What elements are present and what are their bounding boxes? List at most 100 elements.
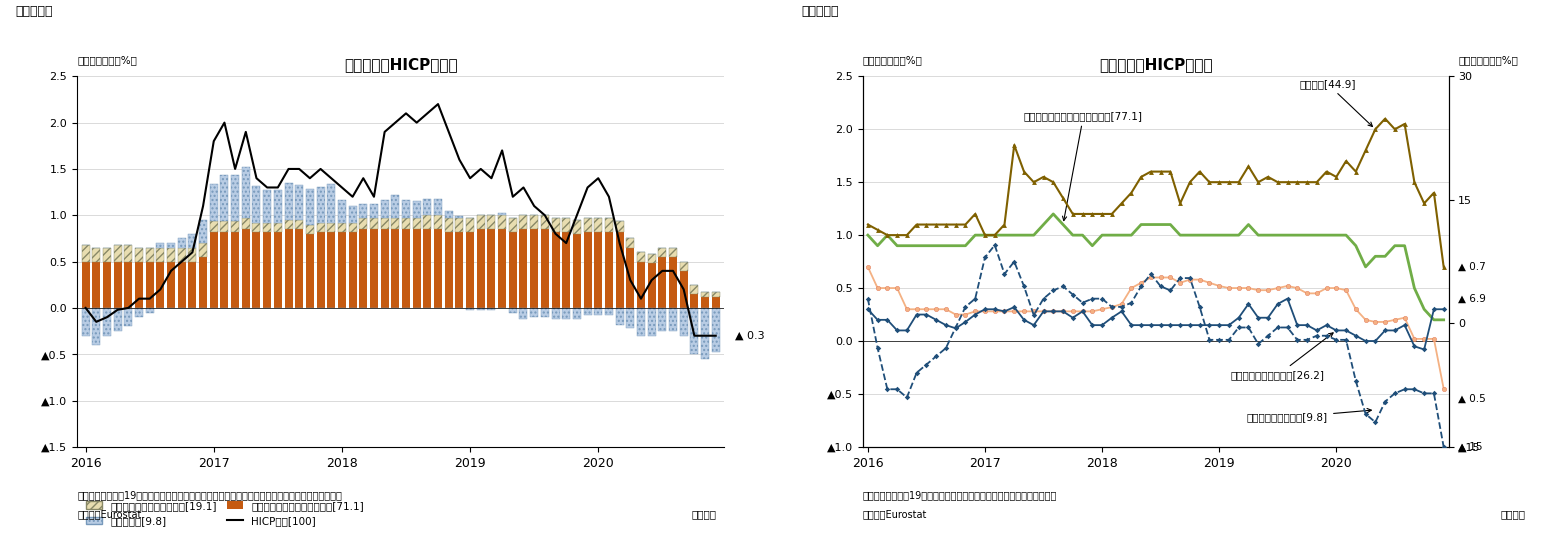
Bar — [552, 218, 559, 232]
Bar — [626, 247, 635, 308]
Bar — [680, 308, 687, 336]
Bar — [595, 308, 603, 316]
Text: ▲ 6.9: ▲ 6.9 — [1458, 294, 1486, 304]
Bar — [424, 215, 431, 229]
Bar — [370, 229, 378, 308]
Bar — [541, 308, 549, 317]
Bar — [316, 232, 325, 308]
Bar — [327, 232, 336, 308]
Bar — [348, 206, 356, 223]
Bar — [413, 229, 421, 308]
Bar — [199, 220, 206, 243]
Bar — [381, 218, 388, 229]
Bar — [435, 215, 442, 229]
Bar — [381, 199, 388, 218]
Bar — [370, 204, 378, 218]
Bar — [465, 308, 475, 310]
Bar — [541, 215, 549, 229]
Bar — [573, 308, 581, 319]
Bar — [337, 223, 345, 232]
Text: （資料）Eurostat: （資料）Eurostat — [77, 510, 142, 519]
Bar — [92, 308, 100, 345]
Bar — [327, 184, 336, 223]
Bar — [530, 229, 538, 308]
Bar — [530, 215, 538, 229]
Bar — [253, 223, 260, 232]
Bar — [509, 308, 516, 312]
Bar — [242, 218, 250, 229]
Bar — [391, 195, 399, 218]
Bar — [606, 218, 613, 232]
Bar — [274, 190, 282, 223]
Bar — [166, 243, 176, 247]
Bar — [541, 229, 549, 308]
Bar — [615, 221, 624, 232]
Bar — [402, 229, 410, 308]
Bar — [584, 232, 592, 308]
Bar — [156, 247, 165, 262]
Bar — [476, 215, 485, 229]
Bar — [220, 174, 228, 221]
Bar — [669, 308, 676, 331]
Bar — [125, 245, 133, 262]
Bar — [552, 308, 559, 319]
Bar — [562, 232, 570, 308]
Bar — [445, 232, 453, 308]
Bar — [253, 186, 260, 223]
Text: （注）ユーロ圈は19か国のデータ、［］内は総合指数に対するウェイト: （注）ユーロ圈は19か国のデータ、［］内は総合指数に対するウェイト — [863, 490, 1057, 500]
Bar — [595, 218, 603, 232]
Bar — [669, 247, 676, 257]
Bar — [125, 308, 133, 326]
Bar — [156, 262, 165, 308]
Bar — [166, 262, 176, 308]
Bar — [146, 262, 154, 308]
Bar — [264, 190, 271, 223]
Bar — [435, 198, 442, 215]
Bar — [210, 184, 217, 221]
Bar — [636, 252, 646, 262]
Bar — [199, 257, 206, 308]
Bar — [647, 308, 655, 336]
Bar — [658, 308, 666, 331]
Bar — [519, 215, 527, 229]
Bar — [509, 218, 516, 232]
Bar — [573, 220, 581, 234]
Bar — [562, 218, 570, 232]
Bar — [199, 243, 206, 257]
Bar — [701, 292, 709, 297]
Bar — [348, 223, 356, 232]
Bar — [552, 232, 559, 308]
Bar — [337, 232, 345, 308]
Bar — [413, 201, 421, 218]
Bar — [584, 218, 592, 232]
Bar — [445, 210, 453, 218]
Bar — [92, 262, 100, 308]
Bar — [359, 229, 367, 308]
Text: （資料）Eurostat: （資料）Eurostat — [863, 510, 928, 519]
Bar — [712, 308, 720, 353]
Bar — [177, 239, 186, 247]
Bar — [476, 308, 485, 310]
Bar — [177, 247, 186, 262]
Bar — [285, 229, 293, 308]
Bar — [220, 221, 228, 232]
Bar — [636, 262, 646, 308]
Bar — [402, 218, 410, 229]
Bar — [636, 308, 646, 336]
Bar — [690, 294, 698, 308]
Bar — [103, 247, 111, 262]
Bar — [305, 225, 314, 234]
Bar — [146, 308, 154, 312]
Bar — [231, 221, 239, 232]
Bar — [456, 232, 464, 308]
Bar — [487, 215, 496, 229]
Bar — [285, 183, 293, 220]
Bar — [573, 234, 581, 308]
Bar — [103, 262, 111, 308]
Bar — [305, 189, 314, 225]
Bar — [370, 218, 378, 229]
Bar — [177, 262, 186, 308]
Bar — [296, 220, 304, 229]
Bar — [274, 232, 282, 308]
Bar — [391, 218, 399, 229]
